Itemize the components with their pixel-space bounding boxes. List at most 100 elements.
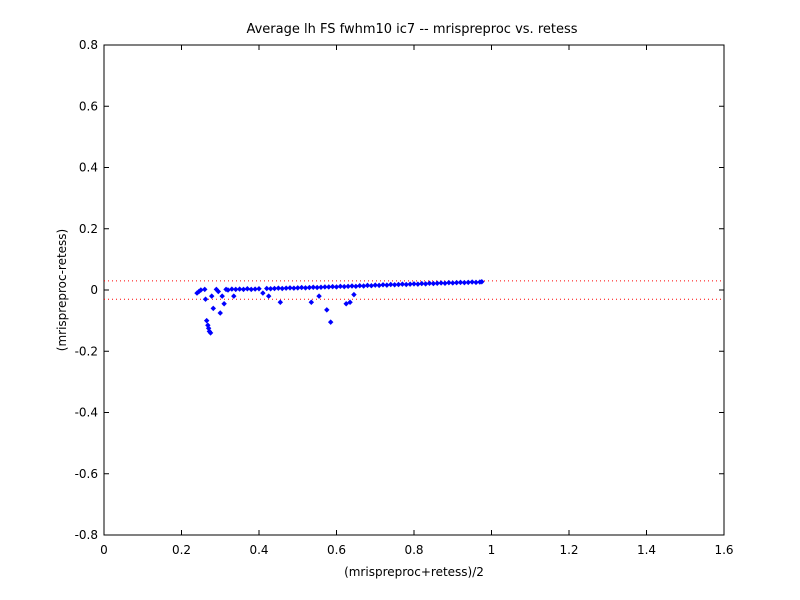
- y-tick-label: 0.6: [79, 99, 98, 113]
- data-point: [279, 285, 285, 292]
- data-point: [314, 284, 320, 291]
- data-point: [326, 284, 332, 290]
- data-point: [202, 296, 209, 302]
- data-point: [306, 284, 313, 291]
- y-tick-label: 0.2: [79, 222, 98, 236]
- data-point: [203, 317, 210, 324]
- data-point: [215, 288, 222, 295]
- data-point: [461, 279, 468, 286]
- data-point: [231, 293, 237, 299]
- data-point: [430, 280, 437, 287]
- x-tick-label: 0.8: [404, 543, 423, 557]
- data-point: [207, 330, 214, 336]
- x-tick-label: 1: [488, 543, 496, 557]
- x-tick-label: 0.4: [249, 543, 268, 557]
- data-point: [473, 279, 479, 286]
- data-point: [252, 286, 258, 292]
- x-tick-label: 0.6: [327, 543, 346, 557]
- plot-area: 0 0.2 0.4 0.6 0.8 1 1.2 1.4 1.6 0.80.60.40.20-0.…: [75, 38, 734, 557]
- y-tick-label: -0.2: [75, 344, 98, 358]
- data-point: [217, 310, 223, 316]
- data-point: [229, 286, 235, 292]
- data-points: [194, 279, 485, 336]
- y-tick-label: 0.4: [79, 161, 98, 175]
- y-axis-label: (mrispreproc-retess): [55, 229, 69, 351]
- data-point: [265, 293, 272, 299]
- x-tick-label: 0: [100, 543, 108, 557]
- data-point: [244, 286, 251, 292]
- data-point: [233, 286, 239, 293]
- y-tick-label: -0.6: [75, 467, 98, 481]
- data-point: [302, 285, 309, 291]
- data-point: [271, 285, 278, 292]
- data-point: [221, 301, 227, 307]
- x-axis-ticks: 0 0.2 0.4 0.6 0.8 1 1.2 1.4 1.6: [100, 45, 734, 557]
- data-point: [426, 280, 433, 286]
- data-point: [298, 284, 305, 291]
- data-point: [345, 283, 351, 290]
- data-point: [411, 281, 417, 287]
- plot-frame: [103, 44, 725, 536]
- y-axis-ticks: 0.8 0.6 0.4 0.2 0 -0.2 -0.4 -0.6 -0.8: [75, 38, 724, 542]
- data-point: [407, 281, 413, 287]
- data-point: [351, 291, 357, 298]
- data-point: [395, 281, 402, 288]
- reference-lines: [104, 280, 724, 300]
- data-point: [291, 285, 297, 291]
- data-point: [316, 293, 322, 299]
- data-point: [295, 285, 301, 291]
- data-point: [318, 284, 324, 290]
- data-point: [399, 281, 406, 287]
- x-tick-label: 1.6: [714, 543, 733, 557]
- data-point: [256, 286, 262, 292]
- data-point: [364, 282, 371, 289]
- y-tick-label: 0.8: [79, 38, 98, 52]
- data-point: [349, 283, 355, 289]
- data-point: [308, 299, 315, 305]
- data-point: [260, 290, 266, 296]
- x-tick-label: 1.2: [559, 543, 578, 557]
- data-point: [343, 301, 349, 307]
- data-point: [283, 285, 289, 291]
- data-point: [469, 279, 475, 285]
- data-point: [347, 299, 353, 305]
- x-tick-label: 1.4: [637, 543, 656, 557]
- x-tick-label: 0.2: [172, 543, 191, 557]
- data-point: [209, 293, 215, 299]
- data-point: [248, 286, 254, 293]
- data-point: [337, 283, 344, 290]
- data-point: [380, 282, 386, 288]
- data-point: [329, 283, 336, 290]
- data-point: [341, 283, 347, 290]
- data-point: [210, 305, 216, 312]
- data-point: [434, 280, 440, 286]
- y-tick-label: -0.8: [75, 528, 98, 542]
- data-point: [322, 284, 328, 290]
- chart-title: Average lh FS fwhm10 ic7 -- mrispreproc …: [246, 22, 577, 37]
- data-point: [419, 280, 425, 287]
- data-point: [372, 282, 378, 288]
- data-point: [391, 282, 398, 288]
- data-point: [264, 285, 270, 292]
- data-point: [446, 279, 452, 286]
- data-point: [324, 307, 330, 313]
- data-point: [453, 279, 460, 286]
- data-point: [275, 285, 282, 291]
- data-point: [357, 282, 363, 289]
- data-point: [479, 279, 485, 285]
- y-tick-label: -0.4: [75, 406, 98, 420]
- data-point: [388, 281, 394, 288]
- data-point: [403, 281, 409, 288]
- data-point: [287, 285, 293, 291]
- data-point: [438, 280, 444, 286]
- data-point: [267, 286, 274, 292]
- data-point: [219, 293, 225, 299]
- data-point: [310, 284, 316, 290]
- x-axis-label: (mrispreproc+retess)/2: [344, 565, 484, 579]
- data-point: [236, 286, 243, 292]
- data-point: [457, 279, 464, 286]
- data-point: [202, 286, 208, 293]
- y-tick-label: 0: [90, 283, 98, 297]
- data-point: [327, 319, 334, 325]
